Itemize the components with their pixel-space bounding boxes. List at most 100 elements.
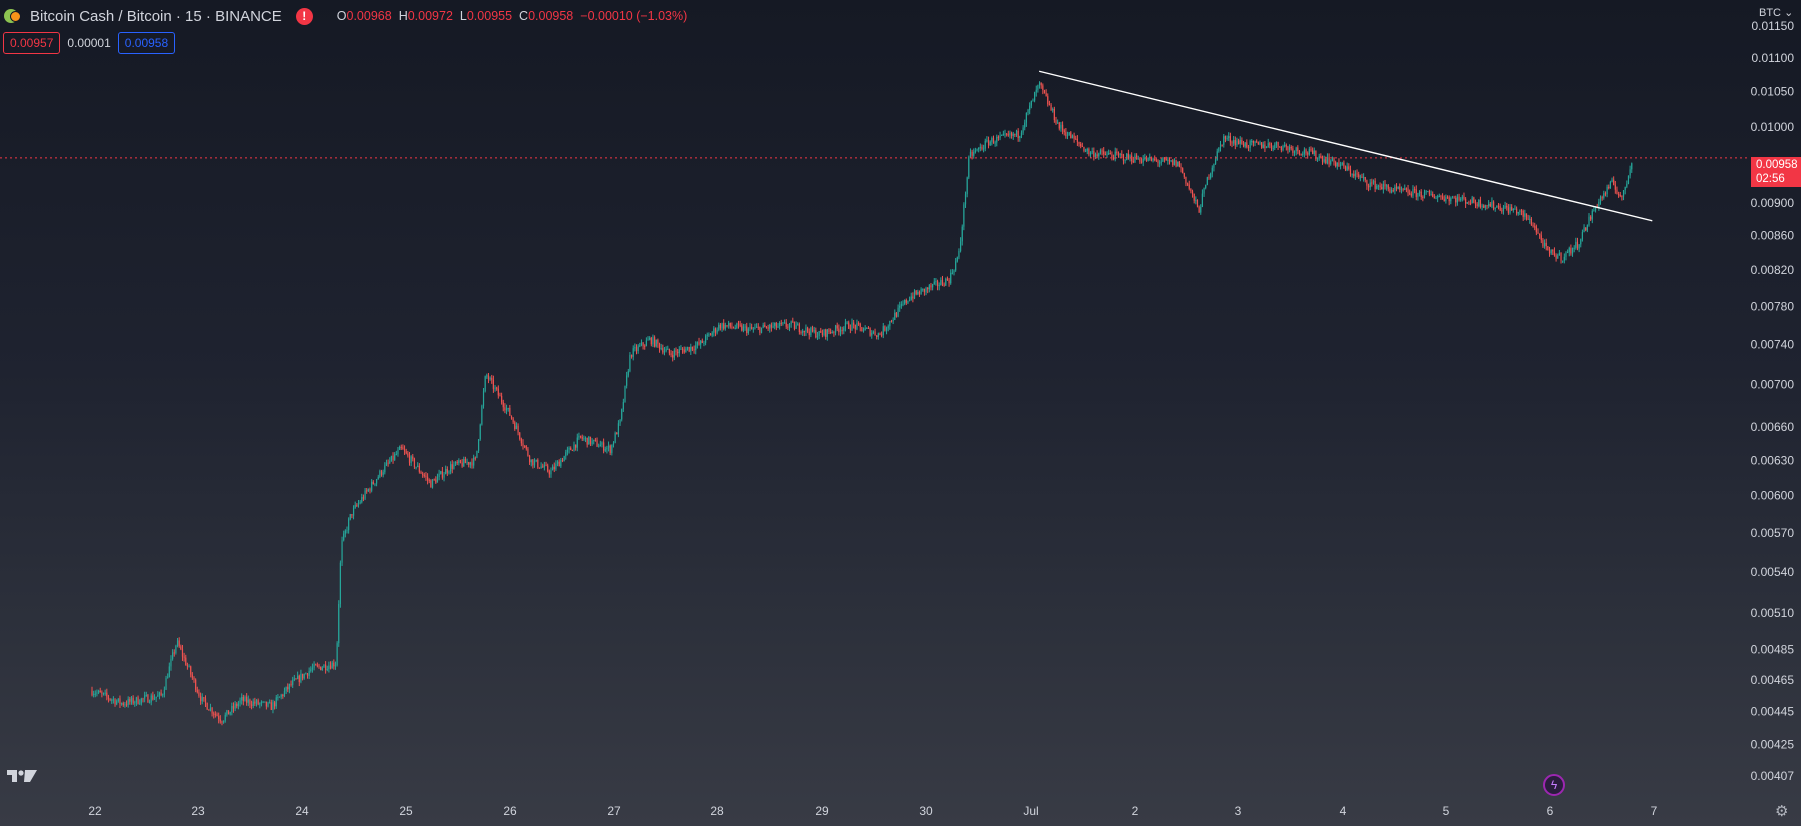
candle-body bbox=[834, 325, 837, 333]
candle-body bbox=[1117, 153, 1120, 155]
candle-body bbox=[400, 446, 402, 448]
currency-selector[interactable]: BTC ⌄ bbox=[1759, 6, 1793, 19]
candle-body bbox=[1058, 122, 1060, 129]
candle-body bbox=[1377, 185, 1380, 187]
candle-body bbox=[803, 330, 805, 332]
candle-body bbox=[1285, 145, 1287, 147]
candle-body bbox=[619, 419, 621, 424]
candle-body bbox=[385, 462, 388, 466]
candle-body bbox=[1550, 249, 1552, 254]
candle-body bbox=[1081, 146, 1083, 148]
symbol-title[interactable]: Bitcoin Cash / Bitcoin · 15 · BINANCE bbox=[30, 7, 282, 25]
candle-body bbox=[711, 332, 713, 336]
candle-body bbox=[155, 696, 157, 699]
candle-body bbox=[996, 136, 998, 143]
price-tick-label: 0.00570 bbox=[1751, 526, 1795, 540]
candle-body bbox=[612, 442, 615, 445]
candle-body bbox=[1397, 186, 1399, 189]
candle-body bbox=[295, 678, 297, 680]
candle-body bbox=[331, 662, 333, 669]
candle-body bbox=[828, 329, 830, 332]
price-axis[interactable]: 0.01150 0.01100 0.01050 0.01000 0.00900 0.008… bbox=[1751, 19, 1795, 783]
candle-body bbox=[247, 699, 249, 703]
candle-body bbox=[99, 690, 101, 693]
low-label: L bbox=[459, 9, 467, 23]
candle-body bbox=[1539, 233, 1541, 236]
candle-body bbox=[718, 324, 720, 330]
candle-body bbox=[1259, 142, 1261, 145]
buy-price-button[interactable]: 0.00958 bbox=[117, 32, 176, 54]
price-tick-label: 0.00820 bbox=[1751, 263, 1795, 277]
candle-body bbox=[464, 458, 467, 464]
tradingview-logo-icon[interactable] bbox=[6, 768, 38, 784]
time-axis[interactable]: 22 23 24 25 26 27 28 29 30 Jul 2 3 4 5 6 7 bbox=[88, 804, 1657, 818]
candle-body bbox=[788, 324, 791, 328]
candle-body bbox=[1585, 227, 1587, 231]
candle-body bbox=[884, 326, 886, 331]
candle-body bbox=[1545, 242, 1547, 247]
candle-body bbox=[1057, 122, 1059, 124]
candle-body bbox=[423, 475, 425, 477]
candle-body bbox=[629, 354, 631, 372]
candle-body bbox=[1437, 196, 1439, 198]
candle-body bbox=[874, 331, 876, 336]
candle-body bbox=[1307, 153, 1309, 155]
sell-price-button[interactable]: 0.00957 bbox=[3, 32, 61, 54]
candle-body bbox=[1183, 173, 1185, 177]
candle-body bbox=[1488, 203, 1490, 207]
candle-body bbox=[793, 322, 796, 329]
candle-body bbox=[1279, 146, 1281, 148]
candle-body bbox=[507, 408, 509, 410]
candle-body bbox=[232, 706, 235, 709]
candle-body bbox=[1479, 199, 1482, 207]
candle-body bbox=[890, 321, 893, 323]
candle-body bbox=[417, 465, 419, 467]
candle-body bbox=[1400, 189, 1403, 191]
gear-icon[interactable]: ⚙ bbox=[1775, 803, 1789, 820]
candle-body bbox=[1108, 153, 1110, 155]
candle-body bbox=[1626, 183, 1628, 187]
candle-body bbox=[1354, 173, 1356, 177]
bar-countdown: 02:56 bbox=[1756, 173, 1785, 185]
candle-body bbox=[1588, 216, 1590, 226]
candle-body bbox=[1256, 141, 1258, 143]
candle-body bbox=[1473, 197, 1475, 203]
candle-body bbox=[109, 698, 111, 700]
lightning-icon[interactable]: ϟ bbox=[1543, 774, 1565, 796]
candle-body bbox=[1048, 104, 1051, 106]
candle-body bbox=[591, 440, 593, 445]
trendline[interactable] bbox=[1038, 70, 1653, 222]
candle-body bbox=[568, 447, 570, 450]
candle-body bbox=[1386, 185, 1388, 187]
candle-body bbox=[1149, 156, 1151, 158]
candle-body bbox=[1106, 153, 1108, 156]
candle-body bbox=[831, 331, 833, 333]
candle-body bbox=[209, 707, 212, 711]
candle-body bbox=[969, 151, 972, 158]
candle-body bbox=[520, 438, 522, 444]
price-tick-label: 0.00445 bbox=[1751, 705, 1795, 719]
candle-body bbox=[1224, 136, 1227, 139]
candle-body bbox=[188, 666, 190, 668]
candle-body bbox=[892, 319, 894, 322]
candle-body bbox=[204, 698, 207, 704]
candle-body bbox=[940, 279, 942, 286]
candle-body bbox=[1101, 150, 1103, 152]
candle-body bbox=[198, 692, 200, 696]
candle-body bbox=[1312, 150, 1314, 154]
candle-body bbox=[127, 699, 129, 705]
candle-body bbox=[185, 657, 187, 666]
candle-body bbox=[1420, 191, 1422, 197]
warning-icon[interactable]: ! bbox=[295, 7, 313, 25]
candle-body bbox=[250, 704, 253, 706]
candle-body bbox=[1484, 205, 1486, 208]
candle-body bbox=[1214, 159, 1217, 165]
candle-body bbox=[292, 680, 294, 685]
candle-body bbox=[1613, 179, 1615, 185]
candle-body bbox=[1578, 244, 1580, 249]
candle-body bbox=[1425, 191, 1427, 193]
candle-body bbox=[576, 437, 578, 448]
candle-body bbox=[1308, 148, 1310, 155]
candle-body bbox=[458, 460, 460, 464]
